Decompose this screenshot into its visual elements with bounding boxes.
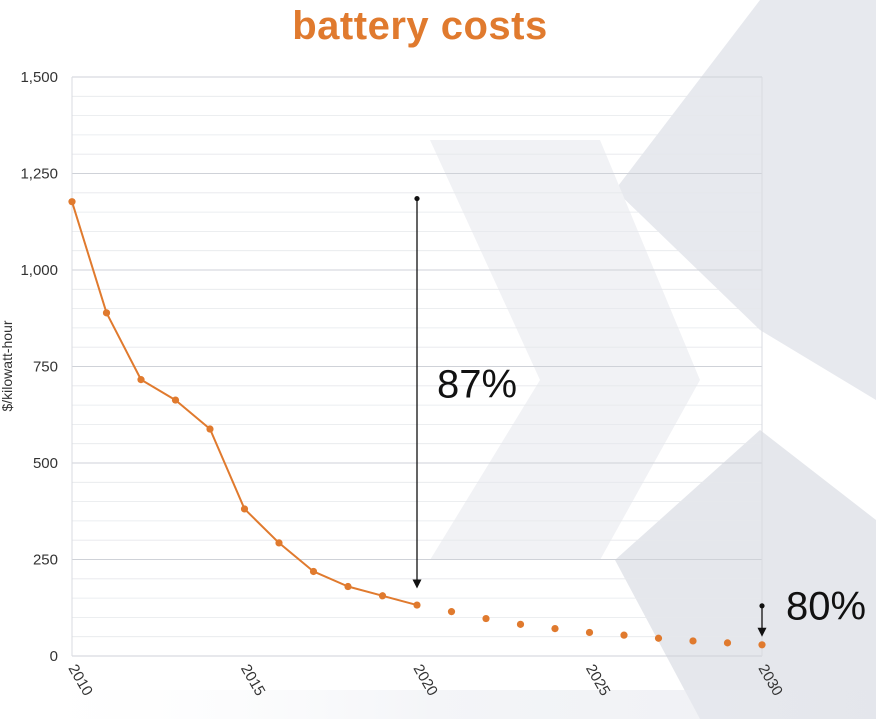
data-point-forecast xyxy=(447,608,456,616)
y-axis-ticks: 0 250 500 750 1,000 1,250 1,500 xyxy=(20,69,58,665)
x-tick-label: 2030 xyxy=(755,662,786,699)
x-tick-label: 2015 xyxy=(237,662,268,699)
data-point-historical xyxy=(137,376,145,384)
data-point-forecast xyxy=(482,614,490,623)
y-tick-label: 1,500 xyxy=(20,69,58,86)
x-tick-label: 2010 xyxy=(65,662,96,699)
x-axis-ticks: 2010 2015 2020 2025 2030 xyxy=(65,662,786,699)
y-axis-label: $/kilowatt-hour xyxy=(0,320,15,411)
data-point-forecast xyxy=(654,634,663,642)
annotation-arrowhead xyxy=(412,579,422,589)
data-point-forecast xyxy=(516,620,525,628)
data-point-forecast xyxy=(551,624,559,633)
data-point-historical xyxy=(206,425,214,433)
annotation-label: 87% xyxy=(437,362,517,406)
data-point-historical xyxy=(68,198,76,206)
series-line-historical xyxy=(71,201,418,607)
data-point-historical xyxy=(309,567,318,576)
data-point-historical xyxy=(171,396,180,404)
y-tick-label: 1,000 xyxy=(20,262,58,279)
data-point-historical xyxy=(378,592,387,600)
y-tick-label: 750 xyxy=(33,359,58,376)
y-tick-label: 0 xyxy=(50,648,58,665)
data-point-forecast xyxy=(723,639,732,647)
annotation-arrowhead xyxy=(757,627,767,637)
y-tick-label: 1,250 xyxy=(20,166,58,183)
data-point-historical xyxy=(344,582,352,591)
data-point-forecast xyxy=(585,628,594,637)
y-tick-label: 500 xyxy=(33,455,58,472)
data-point-forecast xyxy=(620,631,628,639)
chart-title: battery costs xyxy=(292,4,548,48)
data-point-historical xyxy=(102,309,111,317)
data-point-forecast xyxy=(758,641,766,649)
x-tick-label: 2020 xyxy=(410,662,441,699)
series-group xyxy=(68,198,766,649)
data-point-forecast xyxy=(689,637,697,645)
annotations-group: 87% 80% xyxy=(412,195,866,637)
annotation-label: 80% xyxy=(786,584,866,628)
y-tick-label: 250 xyxy=(33,552,58,569)
data-point-historical xyxy=(240,505,249,513)
data-point-historical xyxy=(275,539,283,547)
x-tick-label: 2025 xyxy=(582,662,613,699)
data-point-historical xyxy=(413,601,421,609)
